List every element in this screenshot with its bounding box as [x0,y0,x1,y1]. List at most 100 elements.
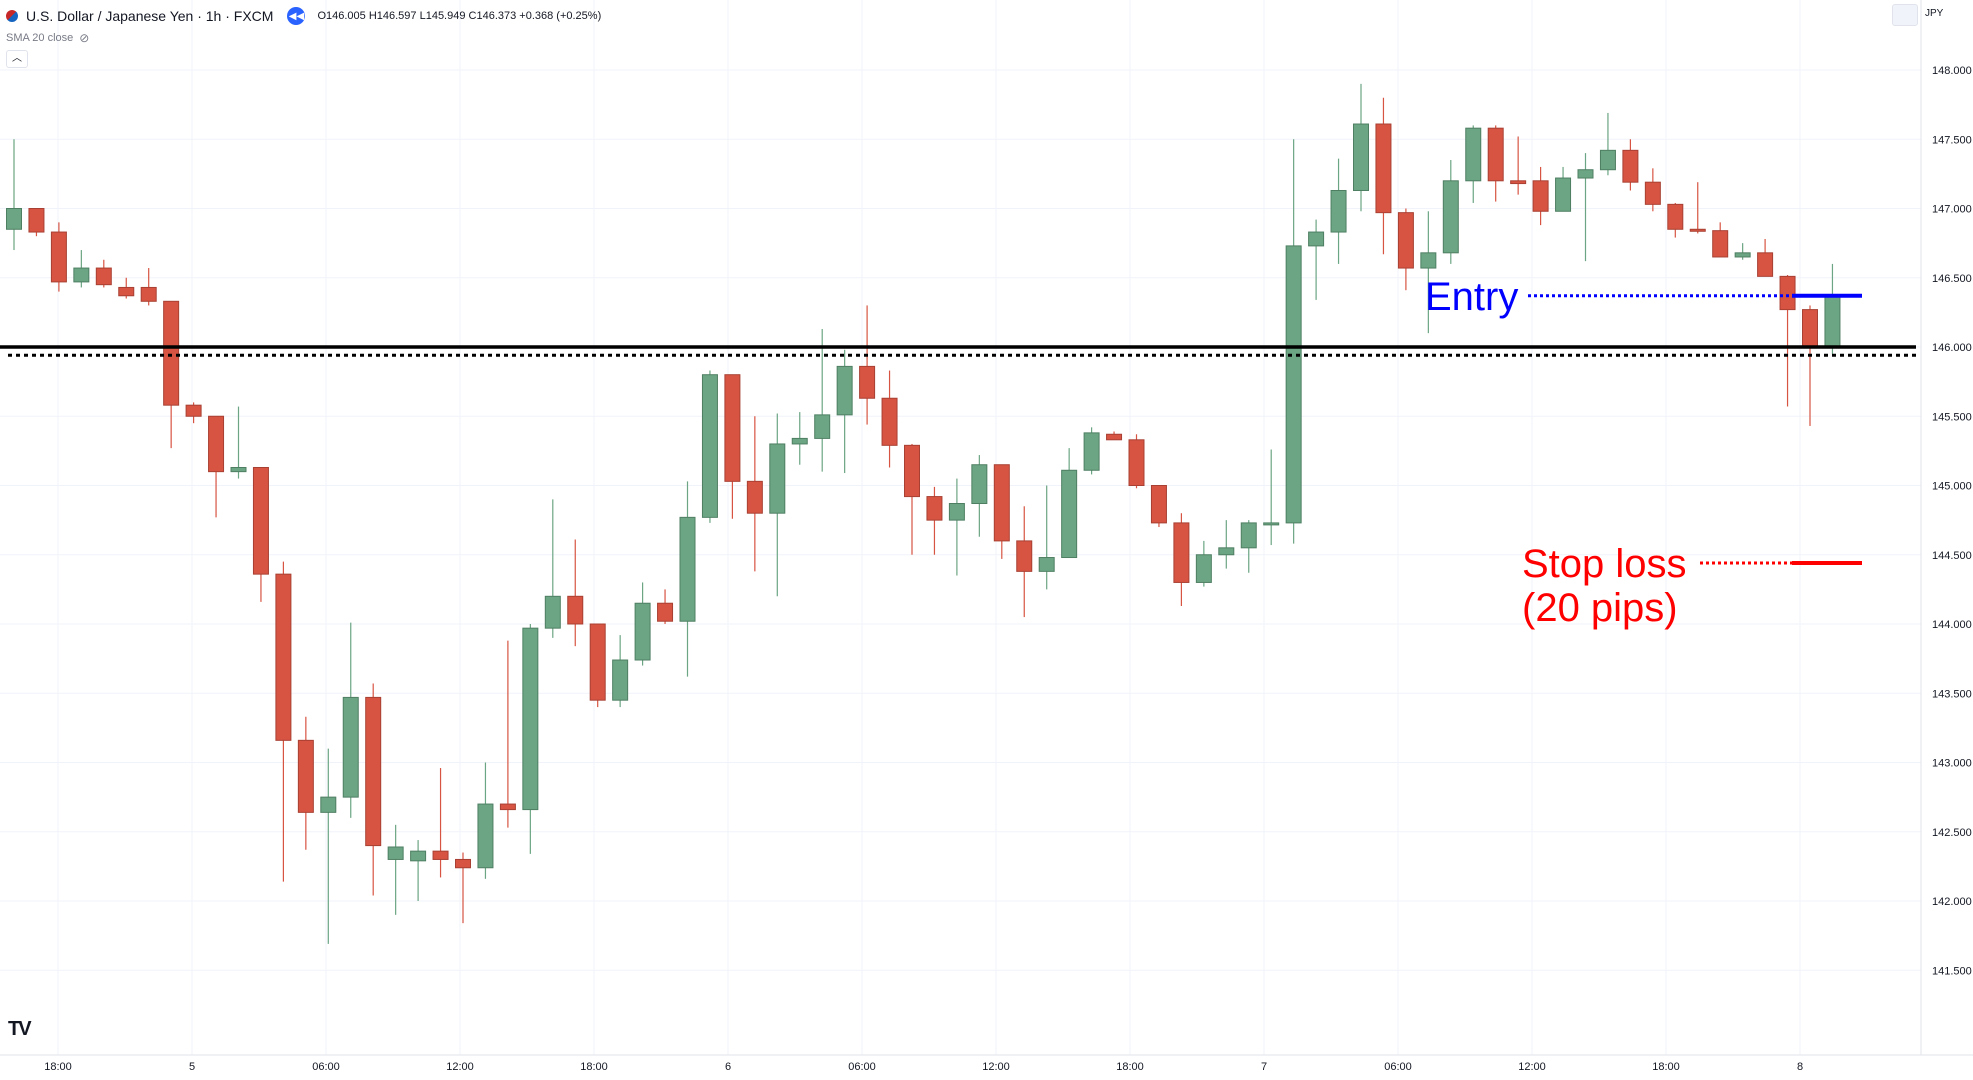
candle-body[interactable] [208,415,225,473]
candle-body[interactable] [252,466,269,575]
currency-toggle-button[interactable] [1892,4,1918,26]
candle-body[interactable] [926,496,943,521]
candle-body[interactable] [1218,547,1235,556]
candle-body[interactable] [387,846,404,860]
indicator-label[interactable]: SMA 20 close [6,32,74,44]
candle-body[interactable] [1622,149,1639,183]
double-chevron-left-icon[interactable]: ◀◀ [287,7,306,25]
chevron-up-icon[interactable]: ︿ [6,50,28,68]
candle-body[interactable] [185,404,202,417]
candle-body[interactable] [95,267,112,286]
candle-body[interactable] [544,595,561,629]
candle-body[interactable] [1712,230,1729,258]
candle-body[interactable] [1083,432,1100,471]
candle-body[interactable] [432,850,449,860]
candle-body[interactable] [791,437,808,445]
candle-body[interactable] [724,374,741,482]
time-tick-label: 18:00 [580,1061,608,1073]
candle-body[interactable] [1734,252,1751,258]
eye-crossed-icon[interactable]: ⊘ [79,31,90,45]
candle-body[interactable] [73,267,90,283]
candle-body[interactable] [1465,127,1482,182]
candle-body[interactable] [1599,149,1616,171]
candle-body[interactable] [769,443,786,514]
candle-body[interactable] [297,739,314,813]
candle-body[interactable] [1375,123,1392,214]
candle-body[interactable] [410,850,427,862]
candle-body[interactable] [1263,522,1280,526]
candle-body[interactable] [567,595,584,625]
candle-body[interactable] [657,602,674,622]
candle-body[interactable] [904,444,920,498]
candle-body[interactable] [1689,228,1706,232]
candle-body[interactable] [1128,439,1145,487]
candle-body[interactable] [1420,252,1437,269]
candle-body[interactable] [1510,180,1527,185]
candle-body[interactable] [1779,275,1796,311]
candle-body[interactable] [881,397,898,446]
indicator-legend[interactable]: SMA 20 close ⊘ [6,31,89,45]
candle-body[interactable] [948,503,965,521]
candle-body[interactable] [701,374,718,518]
candle-body[interactable] [118,286,135,297]
candle-body[interactable] [1173,522,1190,583]
candle-body[interactable] [971,464,988,505]
candle-body[interactable] [1757,252,1774,277]
candle-body[interactable] [320,796,337,813]
candle-body[interactable] [1577,169,1594,179]
tradingview-logo-icon[interactable]: TV [8,1018,32,1040]
candle-body[interactable] [1038,557,1055,572]
stop-loss-pips-label: (20 pips) [1522,586,1678,630]
candle-body[interactable] [1150,485,1167,524]
candle-body[interactable] [522,627,539,811]
candle-body[interactable] [1487,127,1504,182]
candle-body[interactable] [140,286,157,302]
candle-body[interactable] [1667,203,1684,230]
price-tick-label: 144.500 [1932,550,1972,562]
candle-body[interactable] [1308,231,1325,247]
candle-body[interactable] [1285,245,1302,524]
candle-body[interactable] [1555,177,1572,212]
candle-body[interactable] [859,365,876,399]
candle-body[interactable] [1824,295,1841,348]
candle-body[interactable] [499,803,516,811]
candle-body[interactable] [477,803,494,869]
candle-body[interactable] [230,466,247,473]
candle-body[interactable] [365,696,382,847]
candle-body[interactable] [1532,180,1549,212]
candle-body[interactable] [1240,522,1257,549]
candle-body[interactable] [1802,309,1818,348]
candle-body[interactable] [1061,469,1078,559]
candle-body[interactable] [1644,181,1661,205]
candle-body[interactable] [163,300,180,406]
candle-body[interactable] [1106,433,1123,441]
chart-header: U.S. Dollar / Japanese Yen · 1h · FXCM ◀… [6,6,601,26]
candle-body[interactable] [455,858,471,869]
price-axis[interactable]: 148.000 147.500 147.000 146.500 146.000 145.5… [1932,65,1972,977]
candle-body[interactable] [1195,554,1212,583]
candle-body[interactable] [634,602,651,661]
candle-body[interactable] [50,231,67,283]
candle-body[interactable] [612,659,629,701]
candle-body[interactable] [275,573,292,741]
candle-body[interactable] [679,516,696,622]
price-tick-label: 145.500 [1932,411,1972,423]
candle-body[interactable] [1397,212,1414,269]
candle-body[interactable] [1016,540,1033,572]
entry-label: Entry [1425,275,1518,319]
candle-body[interactable] [1353,123,1369,191]
candle-body[interactable] [6,208,22,230]
candle-body[interactable] [814,414,831,439]
candle-body[interactable] [1330,189,1347,233]
candle-body[interactable] [993,464,1010,542]
symbol-title[interactable]: U.S. Dollar / Japanese Yen · 1h · FXCM [26,8,274,24]
time-axis[interactable]: 18:00 5 06:00 12:00 18:00 6 06:00 12:00 18:00 7 06… [44,1061,1803,1073]
price-tick-label: 144.000 [1932,619,1972,631]
candle-body[interactable] [1442,180,1459,254]
candle-body[interactable] [342,696,359,798]
candle-body[interactable] [746,480,763,514]
candle-body[interactable] [28,208,45,233]
candle-body[interactable] [589,623,606,701]
candle-body[interactable] [836,365,853,416]
